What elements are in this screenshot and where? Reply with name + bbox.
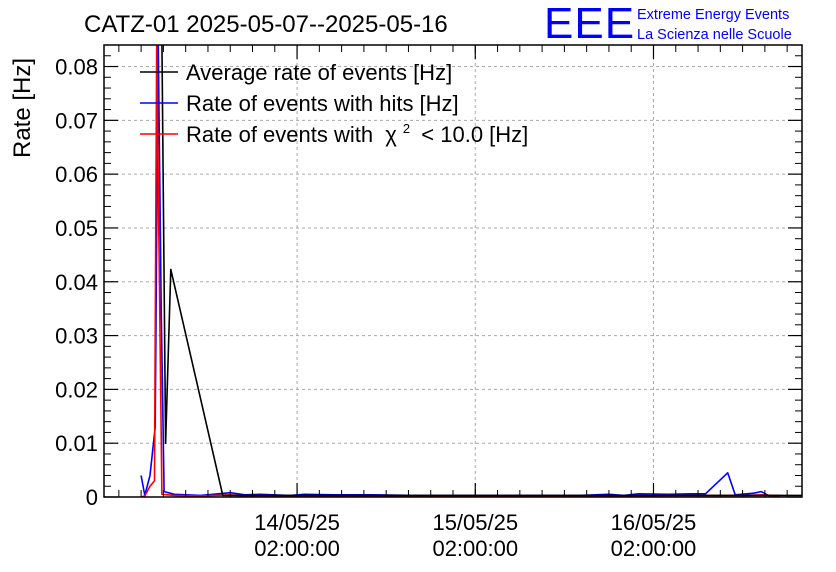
y-tick-label: 0.08 — [55, 55, 98, 80]
legend-label-average: Average rate of events [Hz] — [186, 60, 452, 85]
y-tick-label: 0.07 — [55, 108, 98, 133]
legend-label-hits: Rate of events with hits [Hz] — [186, 91, 459, 116]
axes: 0 0.01 0.02 0.03 0.04 0.05 0.06 0.07 0.08 14/05/2… — [55, 44, 802, 561]
x-tick-date: 16/05/25 — [611, 510, 697, 535]
y-tick-label: 0.05 — [55, 216, 98, 241]
y-tick-label: 0.04 — [55, 270, 98, 295]
grid-lines — [104, 45, 802, 497]
chi-symbol: χ — [385, 122, 397, 147]
chi-exponent: 2 — [403, 121, 410, 136]
x-tick-time: 02:00:00 — [432, 536, 518, 561]
chart-title: CATZ-01 2025-05-07--2025-05-16 — [84, 11, 448, 38]
x-tick-date: 14/05/25 — [254, 510, 340, 535]
y-tick-label: 0 — [86, 485, 98, 510]
logo-line1: Extreme Energy Events — [637, 7, 789, 23]
legend-label-chi2: Rate of events with χ 2 < 10.0 [Hz] — [186, 113, 528, 147]
y-tick-label: 0.03 — [55, 324, 98, 349]
legend-label-chi2-prefix: Rate of events with — [186, 122, 373, 147]
series-line-average — [161, 45, 802, 497]
x-tick-time: 02:00:00 — [254, 536, 340, 561]
eee-logo: EEE — [544, 0, 635, 48]
x-tick-date: 15/05/25 — [432, 510, 518, 535]
y-tick-label: 0.06 — [55, 162, 98, 187]
x-tick-time: 02:00:00 — [611, 536, 697, 561]
y-axis-label: Rate [Hz] — [9, 58, 36, 158]
y-tick-label: 0.01 — [55, 431, 98, 456]
legend-label-chi2-suffix: < 10.0 [Hz] — [421, 122, 528, 147]
legend: Average rate of events [Hz] Rate of even… — [140, 60, 528, 147]
logo-line2: La Scienza nelle Scuole — [637, 27, 792, 43]
y-tick-label: 0.02 — [55, 377, 98, 402]
